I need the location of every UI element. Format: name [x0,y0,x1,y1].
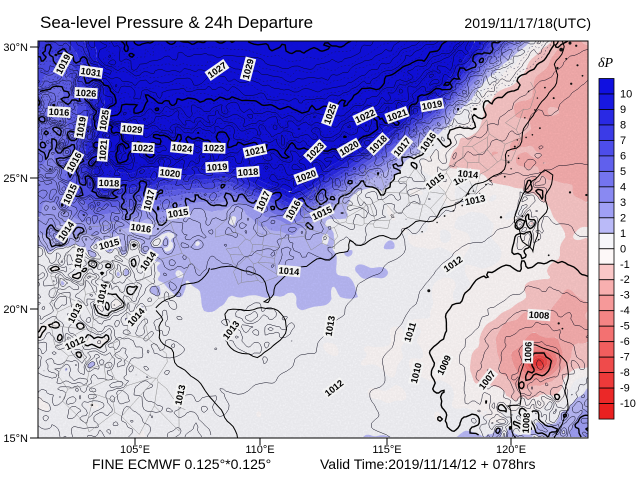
svg-text:-5: -5 [620,321,630,333]
svg-text:-8: -8 [620,367,630,379]
svg-text:115°E: 115°E [372,444,401,456]
svg-text:5: 5 [620,166,626,178]
svg-text:105°E: 105°E [120,444,150,456]
svg-text:6: 6 [620,150,626,162]
svg-text:-10: -10 [620,398,636,410]
svg-text:-4: -4 [620,305,630,317]
svg-text:30°N: 30°N [3,42,28,54]
svg-text:-1: -1 [620,259,630,271]
svg-text:3: 3 [620,197,626,209]
svg-text:15°N: 15°N [3,433,28,445]
svg-text:10: 10 [620,89,632,101]
svg-text:2019/11/17/18(UTC): 2019/11/17/18(UTC) [464,15,591,31]
svg-text:-6: -6 [620,336,630,348]
svg-text:4: 4 [620,181,626,193]
svg-text:25°N: 25°N [3,173,28,185]
svg-text:FINE ECMWF 0.125°*0.125°: FINE ECMWF 0.125°*0.125° [92,456,271,472]
svg-text:20°N: 20°N [3,304,28,316]
svg-text:2: 2 [620,212,626,224]
svg-text:Sea-level Pressure & 24h Depar: Sea-level Pressure & 24h Departure [40,13,313,32]
svg-text:8: 8 [620,119,626,131]
svg-text:-3: -3 [620,290,630,302]
svg-text:δP: δP [598,56,614,71]
svg-text:9: 9 [620,104,626,116]
svg-text:110°E: 110°E [245,444,274,456]
svg-text:120°E: 120°E [496,444,526,456]
svg-text:1: 1 [620,228,626,240]
svg-text:-7: -7 [620,352,630,364]
svg-text:-9: -9 [620,383,630,395]
svg-text:Valid Time:2019/11/14/12 + 078: Valid Time:2019/11/14/12 + 078hrs [320,456,535,472]
svg-text:-2: -2 [620,274,630,286]
svg-text:0: 0 [620,243,626,255]
svg-text:7: 7 [620,135,626,147]
